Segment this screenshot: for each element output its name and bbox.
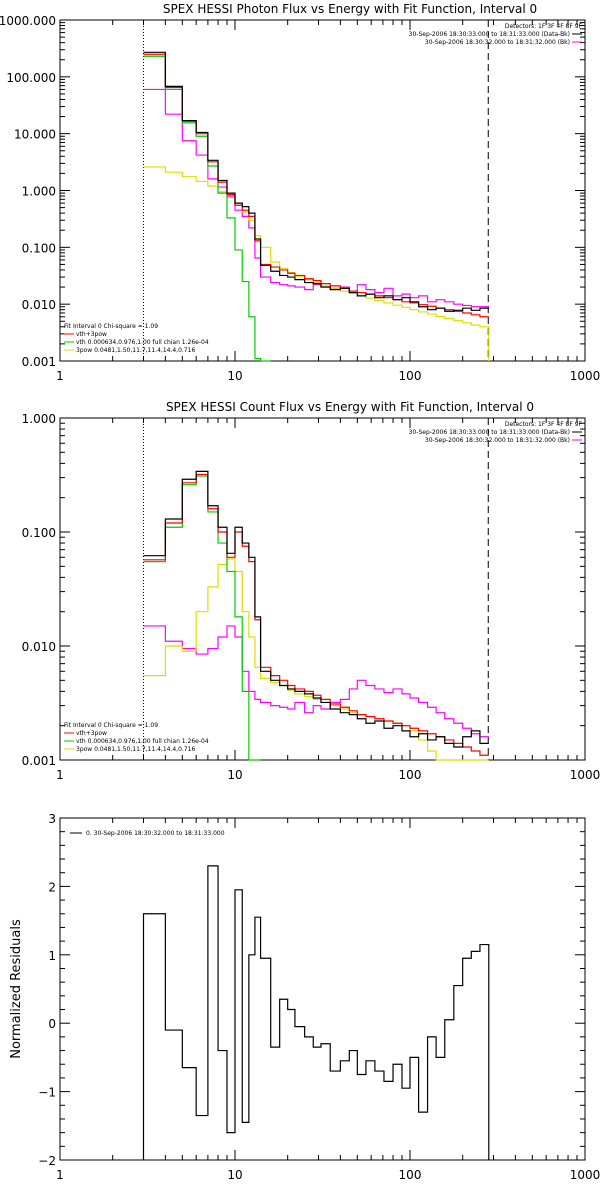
- panel2-fit-line-2: vth 0.000634,0.976,1.00 full chian 1.26e…: [76, 738, 209, 745]
- panel1-title: SPEX HESSI Photon Flux vs Energy with Fi…: [163, 2, 537, 16]
- y-tick-label-5: 3: [48, 812, 56, 826]
- x-tick-label-0: 1: [56, 768, 64, 782]
- x-tick-label-1: 10: [227, 369, 242, 383]
- panel1-time-bk: 30-Sep-2006 18:30:32.000 to 18:31:32.000…: [425, 39, 570, 46]
- panel3-ticks: 1 10 100 1000 −2 −1 0 1 2 3: [38, 812, 600, 1182]
- panel1-ticks: 1 10 100 1000 0.001 0.010 0.100 1.000 10.000 100.…: [0, 14, 600, 383]
- y-tick-label-2: 0.100: [22, 241, 56, 255]
- y-tick-label-4: 10.000: [14, 128, 56, 142]
- panel1-time-databk: 30-Sep-2006 18:30:33.000 to 18:31:33.000…: [409, 31, 570, 38]
- panel1-fit-annotation: Fit Interval 0 Chi-square = 1.09 vth+3po…: [64, 323, 209, 354]
- x-tick-label-2: 100: [399, 369, 422, 383]
- panel3-legend-label: 0. 30-Sep-2006 18:30:32.000 to 18:31:33.…: [86, 830, 225, 837]
- panel3-axes-frame: [59, 817, 586, 1161]
- panel2-ticks: 1 10 100 1000 0.001 0.010 0.100 1.000: [22, 412, 600, 782]
- x-tick-label-1: 10: [227, 768, 242, 782]
- panel-residuals: Normalized Residuals 1 10 100 1000−2−10123 …: [9, 812, 600, 1182]
- y-tick-label-1: −1: [38, 1086, 56, 1100]
- panel1-detectors: Detectors: 1F 3F 4F 8F 9F: [505, 23, 583, 30]
- y-tick-label-0: 0.001: [22, 355, 56, 369]
- panel2-fit-line-3: 3pow 0.0481,1.50,11.7,11.4,14.4,0.716: [76, 746, 195, 753]
- panel-count-flux: SPEX HESSI Count Flux vs Energy with Fit…: [22, 400, 600, 782]
- panel-photon-flux: SPEX HESSI Photon Flux vs Energy with Fi…: [0, 2, 600, 383]
- panel1-fit-line-1: vth+3pow: [76, 331, 107, 338]
- panel2-series: [143, 470, 489, 761]
- series-total: [143, 53, 489, 318]
- y-tick-label-0: −2: [38, 1154, 56, 1168]
- y-tick-label-5: 100.000: [6, 71, 56, 85]
- x-tick-label-3: 1000: [570, 369, 600, 383]
- panel2-title: SPEX HESSI Count Flux vs Energy with Fit…: [166, 400, 534, 414]
- series-data: [142, 865, 490, 1160]
- y-tick-label-3: 1.000: [22, 185, 56, 199]
- y-tick-label-3: 1.000: [22, 412, 56, 426]
- panel1-fit-line-0: Fit Interval 0 Chi-square = 1.09: [64, 323, 158, 330]
- y-tick-label-2: 0: [48, 1017, 56, 1031]
- series-total: [143, 473, 489, 756]
- panel2-vlines: [142, 418, 489, 760]
- panel2-fit-annotation: Fit Interval 0 Chi-square = 1.09 vth+3po…: [64, 722, 209, 753]
- panel1-fit-line-2: vth 0.000634,0.976,1.00 full chian 1.26e…: [76, 339, 209, 346]
- panel2-detectors: Detectors: 1F 3F 4F 8F 9F: [505, 421, 583, 428]
- y-tick-label-4: 2: [48, 880, 56, 894]
- panel3-ylabel: Normalized Residuals: [9, 919, 24, 1059]
- y-tick-label-0: 0.001: [22, 754, 56, 768]
- panel1-fit-line-3: 3pow 0.0481,1.50,11.7,11.4,14.4,0.716: [76, 347, 195, 354]
- x-tick-label-0: 1: [56, 369, 64, 383]
- panel1-annotation-topright: Detectors: 1F 3F 4F 8F 9F 30-Sep-2006 18…: [409, 23, 583, 46]
- x-tick-label-3: 1000: [570, 768, 600, 782]
- series-data: [143, 470, 489, 748]
- x-tick-label-1: 10: [227, 1168, 242, 1182]
- x-tick-label-2: 100: [399, 1168, 422, 1182]
- x-tick-label-3: 1000: [570, 1168, 600, 1182]
- panel3-legend: 0. 30-Sep-2006 18:30:32.000 to 18:31:33.…: [70, 830, 225, 837]
- y-tick-label-3: 1: [48, 949, 56, 963]
- series-bk: [143, 625, 489, 738]
- panel2-fit-line-1: vth+3pow: [76, 730, 107, 737]
- y-tick-label-1: 0.010: [22, 298, 56, 312]
- panel1-series: [143, 51, 490, 362]
- x-tick-label-0: 1: [56, 1168, 64, 1182]
- panel1-vlines: [142, 20, 489, 361]
- panel2-annotation-topright: Detectors: 1F 3F 4F 8F 9F 30-Sep-2006 18…: [409, 421, 583, 444]
- panel2-axes-frame: [59, 417, 586, 761]
- y-tick-label-6: 1000.000: [0, 14, 56, 28]
- panel2-time-bk: 30-Sep-2006 18:30:32.000 to 18:31:32.000…: [425, 437, 570, 444]
- y-tick-label-2: 0.100: [22, 526, 56, 540]
- series-data: [143, 51, 489, 312]
- panel2-time-databk: 30-Sep-2006 18:30:33.000 to 18:31:33.000…: [409, 429, 570, 436]
- panel3-series: [142, 865, 490, 1160]
- panel2-fit-line-0: Fit Interval 0 Chi-square = 1.09: [64, 722, 158, 729]
- x-tick-label-2: 100: [399, 768, 422, 782]
- y-tick-label-1: 0.010: [22, 640, 56, 654]
